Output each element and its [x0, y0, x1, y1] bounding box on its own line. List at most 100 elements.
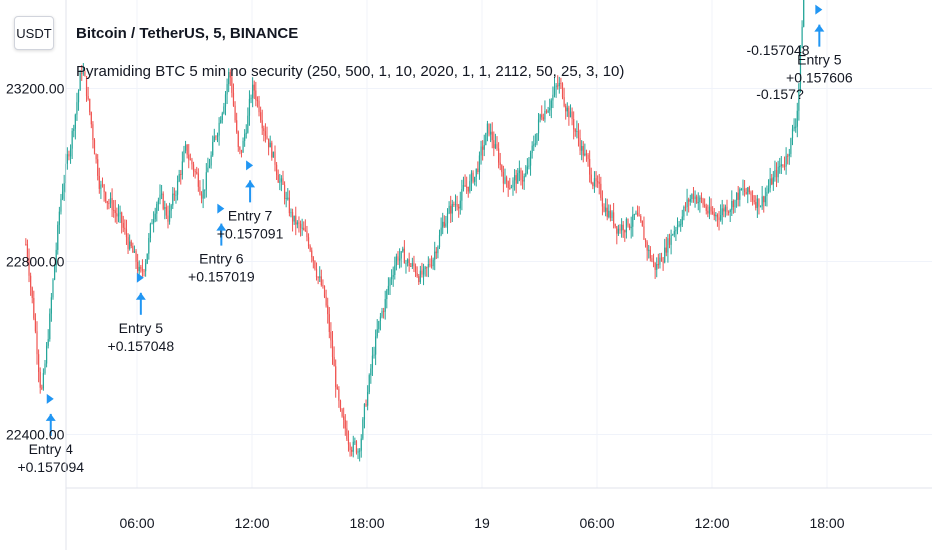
candle-body [504, 177, 506, 184]
candle-body [132, 246, 134, 253]
candle-body [641, 220, 643, 227]
candle-body [692, 194, 695, 199]
candle-body [620, 224, 623, 231]
candle-body [341, 409, 343, 417]
candle-body [743, 188, 746, 193]
candle-body [53, 265, 56, 280]
candle-body [585, 153, 588, 155]
candle-body [763, 196, 765, 203]
candle-body [244, 133, 246, 141]
candle-body [261, 120, 263, 129]
candle-body [111, 198, 113, 210]
candle-body [160, 193, 163, 195]
candle-body [600, 183, 602, 198]
candle-body [50, 297, 52, 314]
candle-body [724, 206, 727, 212]
candle-body [304, 230, 306, 232]
candle-body [574, 129, 576, 132]
time-tick-label: 19 [474, 515, 490, 531]
candle-body [644, 239, 647, 243]
candle-body [520, 170, 522, 180]
candle-body [74, 114, 76, 129]
candle-body [363, 404, 366, 420]
candle-body [359, 450, 361, 452]
candle-body [448, 205, 450, 214]
candle-body [156, 204, 158, 214]
candle-body [411, 263, 413, 267]
candle-body [192, 164, 195, 172]
time-tick-label: 18:00 [809, 515, 844, 531]
candle-body [309, 246, 311, 251]
candle-body [200, 194, 203, 199]
candle-body [204, 189, 206, 191]
symbol-title: Bitcoin / TetherUS, 5, BINANCE [76, 25, 299, 42]
currency-button[interactable]: USDT [14, 16, 54, 50]
candle-body [766, 191, 768, 197]
candle-body [560, 82, 562, 84]
candle-body [336, 387, 338, 390]
candle-body [582, 146, 584, 156]
candle-body [593, 178, 596, 187]
candle-body [314, 260, 316, 269]
candle-body [122, 222, 124, 228]
candle-body [454, 203, 457, 205]
candle-body [231, 77, 233, 93]
candle-body [628, 225, 631, 229]
candle-body [275, 164, 278, 175]
study-title: Pyramiding BTC 5 min no security (250, 5… [76, 63, 625, 80]
candle-body [526, 166, 528, 174]
candle-body [157, 200, 160, 205]
candle-body [688, 199, 690, 202]
candle-body [320, 276, 322, 286]
candle-body [440, 227, 442, 236]
candle-body [739, 189, 741, 200]
candle-body [287, 197, 289, 199]
candle-body [614, 223, 616, 227]
candle-body [453, 204, 455, 206]
candle-body [464, 185, 466, 187]
candle-body [296, 222, 298, 225]
candle-body [181, 161, 183, 175]
candle-body [442, 221, 444, 228]
candle-body [491, 131, 493, 141]
candle-body [616, 226, 618, 234]
candle-body [124, 227, 126, 230]
candle-body [707, 210, 709, 214]
candle-body [517, 173, 519, 184]
candle-body [228, 72, 230, 85]
candle-body [212, 141, 214, 156]
candle-body [357, 451, 359, 453]
candle-body [280, 178, 282, 182]
candle-body [561, 83, 564, 98]
candle-body [69, 148, 72, 157]
candle-body [218, 122, 220, 136]
candle-body [636, 212, 639, 216]
candle-body [274, 151, 276, 165]
candle-body [777, 166, 779, 178]
candle-body [141, 268, 144, 271]
candle-body [189, 159, 191, 161]
candle-body [507, 181, 509, 189]
candle-body [435, 251, 437, 254]
candle-body [339, 400, 342, 410]
candle-body [82, 72, 84, 74]
candle-body [603, 206, 605, 212]
candle-body [264, 131, 267, 136]
price-tick-label: 23200.00 [6, 81, 65, 97]
candle-body [665, 247, 667, 253]
candle-body [247, 115, 249, 133]
candle-body [343, 416, 345, 420]
candle-body [319, 276, 321, 278]
price-axis[interactable]: 23600.0023200.0022800.0022400.0023958.33… [0, 0, 67, 550]
candle-body [250, 97, 252, 99]
candle-body [114, 210, 116, 213]
candle-body [624, 230, 626, 233]
candle-body [84, 72, 86, 77]
candle-body [397, 256, 399, 261]
candle-body [544, 110, 546, 120]
candle-body [673, 231, 675, 235]
candle-body [775, 170, 778, 178]
